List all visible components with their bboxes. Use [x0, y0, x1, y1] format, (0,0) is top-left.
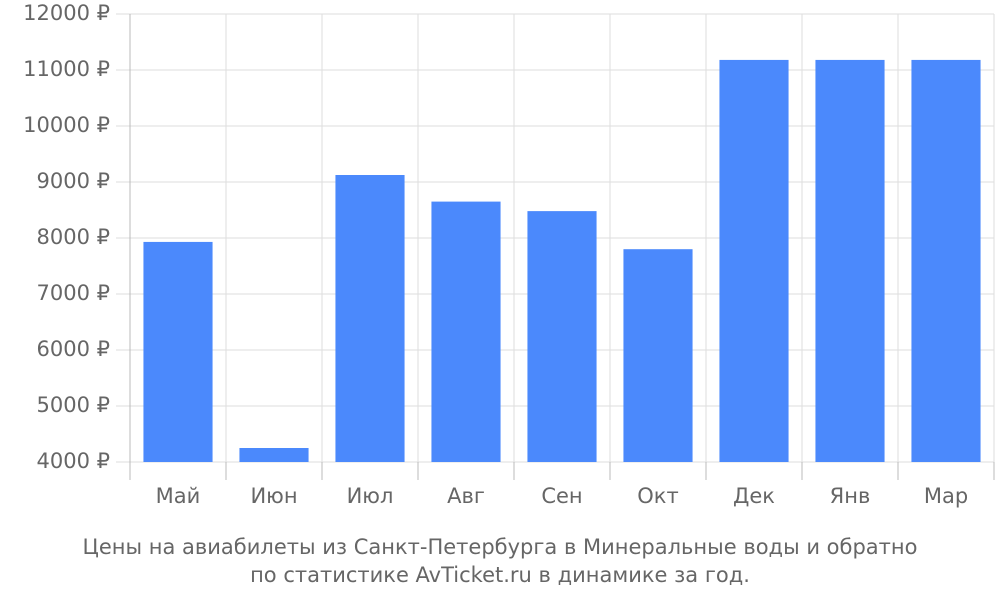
chart-title: Цены на авиабилеты из Санкт-Петербурга в… — [83, 535, 918, 559]
bar — [815, 59, 885, 463]
bar — [431, 201, 501, 462]
bar — [335, 175, 405, 462]
y-tick-label: 9000 ₽ — [37, 169, 110, 193]
y-tick-label: 6000 ₽ — [37, 337, 110, 361]
x-tick-label: Окт — [637, 484, 678, 508]
x-tick-label: Дек — [733, 484, 775, 508]
x-tick-label: Май — [156, 484, 201, 508]
bar — [911, 59, 981, 463]
bar — [527, 211, 597, 462]
x-tick-label: Мар — [924, 484, 968, 508]
bar — [623, 249, 693, 462]
y-tick-label: 4000 ₽ — [37, 449, 110, 473]
bar — [143, 241, 213, 462]
y-tick-label: 7000 ₽ — [37, 281, 110, 305]
chart-title: по статистике AvTicket.ru в динамике за … — [250, 563, 750, 587]
y-tick-label: 5000 ₽ — [37, 393, 110, 417]
x-tick-label: Сен — [541, 484, 582, 508]
y-tick-label: 11000 ₽ — [23, 57, 110, 81]
bar — [719, 59, 789, 463]
y-tick-label: 8000 ₽ — [37, 225, 110, 249]
y-tick-label: 12000 ₽ — [23, 1, 110, 25]
x-tick-label: Авг — [447, 484, 485, 508]
x-tick-label: Июн — [250, 484, 297, 508]
x-tick-label: Янв — [830, 484, 871, 508]
bar — [239, 448, 309, 462]
x-tick-label: Июл — [347, 484, 394, 508]
y-tick-label: 10000 ₽ — [23, 113, 110, 137]
